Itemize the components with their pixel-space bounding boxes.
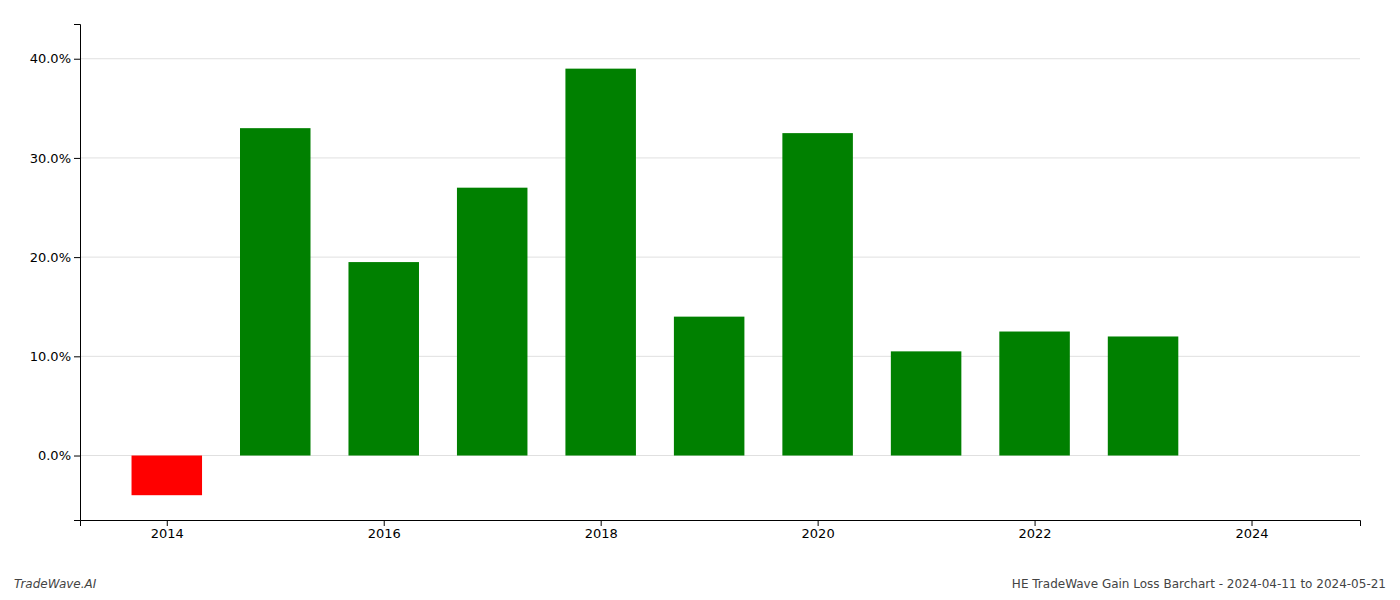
bar [457,188,528,456]
tick-label: 2024 [1235,526,1268,541]
tick-mark [74,257,80,258]
bar [132,456,203,496]
tick-label: 2020 [802,526,835,541]
tick: 0.0% [38,448,80,463]
x-axis: 2014 2016 2018 2020 2022 2024 [81,520,1361,541]
bar [1108,336,1179,455]
plot: 0.0% 10.0% 20.0% 30.0% 40.0% 2014 2016 2018 2020… [30,25,1361,542]
tick-mark [74,59,80,60]
bar [891,351,962,455]
tick-mark [1252,520,1253,526]
bar [782,133,853,455]
tick-mark [1035,520,1036,526]
tick-label: 2022 [1019,526,1052,541]
chart: 0.0% 10.0% 20.0% 30.0% 40.0% 2014 2016 2018 2020… [0,0,1400,600]
tick-label: 2014 [151,526,184,541]
tick-label: 2018 [585,526,618,541]
tick-label: 20.0% [30,250,71,265]
tick: 2018 [585,520,618,541]
tick-label: 0.0% [38,448,71,463]
tick: 2024 [1235,520,1268,541]
bar [999,332,1070,456]
tick: 40.0% [30,51,80,66]
tick-mark [167,520,168,526]
bars [132,69,1179,496]
footer-left: TradeWave.AI [14,577,97,591]
tick: 2022 [1019,520,1052,541]
tick-mark [74,356,80,357]
bar [348,262,419,455]
bar [240,128,311,455]
footer-right: HE TradeWave Gain Loss Barchart - 2024-0… [1012,577,1386,591]
axis-line [81,521,1361,527]
tick: 20.0% [30,250,80,265]
tick-label: 40.0% [30,51,71,66]
tick-mark [74,158,80,159]
tick: 2016 [368,520,401,541]
tick: 30.0% [30,151,80,166]
axis-line [74,25,81,521]
grid [80,59,1360,456]
tick: 2014 [151,520,184,541]
tick: 10.0% [30,349,80,364]
tick-label: 30.0% [30,151,71,166]
tick-mark [384,520,385,526]
y-axis: 0.0% 10.0% 20.0% 30.0% 40.0% [30,25,81,521]
tick-mark [601,520,602,526]
bar [565,69,636,456]
tick: 2020 [802,520,835,541]
tick-mark [74,456,80,457]
tick-label: 10.0% [30,349,71,364]
grid-line [80,58,1360,59]
tick-label: 2016 [368,526,401,541]
bar [674,317,745,456]
tick-mark [818,520,819,526]
